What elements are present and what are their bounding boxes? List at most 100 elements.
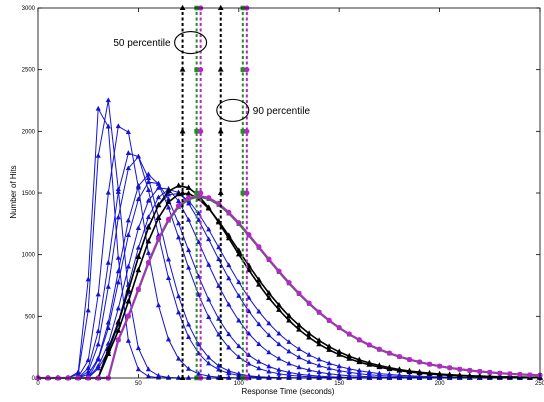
black-series-point xyxy=(316,337,323,343)
magenta-series-point xyxy=(527,372,533,378)
blue-series-point xyxy=(125,129,131,134)
blue-series-point xyxy=(386,371,392,377)
x-tick-label: 200 xyxy=(435,381,446,387)
black-series-point xyxy=(115,319,122,325)
blue-series-point xyxy=(226,367,232,373)
blue-series-point xyxy=(256,373,262,379)
blue-series-point xyxy=(186,321,192,327)
blue-series-point xyxy=(346,372,352,378)
blue-series-point xyxy=(125,263,131,269)
blue-series-point xyxy=(306,372,312,378)
black-series-point xyxy=(456,371,463,378)
blue-series-point xyxy=(186,264,192,270)
x-tick-label: 100 xyxy=(234,381,245,387)
x-tick-label: 150 xyxy=(334,381,345,387)
y-tick-label: 1000 xyxy=(22,253,36,259)
blue-series-point xyxy=(246,330,252,336)
magenta-series-point xyxy=(457,366,463,372)
blue-series-point xyxy=(316,356,322,362)
percentile-marker xyxy=(179,4,186,10)
black-series-point xyxy=(145,224,152,230)
magenta-series-point xyxy=(256,244,262,250)
black-series-point xyxy=(135,266,142,273)
blue-series-point xyxy=(135,153,141,159)
black-series-point xyxy=(115,327,122,333)
blue-series-point xyxy=(186,334,192,339)
blue-series-point xyxy=(226,262,232,268)
blue-series-point xyxy=(286,369,292,375)
x-tick-label: 0 xyxy=(36,381,40,387)
black-series-point xyxy=(296,322,302,328)
blue-series-point xyxy=(125,165,131,171)
percentile-marker xyxy=(217,4,224,10)
black-series-point xyxy=(476,372,483,379)
annotation-label: 50 percentile xyxy=(113,38,171,49)
blue-series-point xyxy=(175,374,182,380)
black-series-point xyxy=(276,301,282,308)
black-series-point xyxy=(366,359,373,365)
black-series-point xyxy=(165,198,172,205)
blue-series-point xyxy=(186,365,192,371)
blue-series-point xyxy=(266,332,272,338)
black-series-point xyxy=(296,326,302,332)
blue-series-point xyxy=(196,341,202,347)
black-series-point xyxy=(155,201,162,208)
blue-series-point xyxy=(95,153,101,158)
blue-series-point xyxy=(276,330,282,336)
blue-series-point xyxy=(296,364,302,370)
percentile-marker xyxy=(240,190,246,196)
blue-series-point xyxy=(155,184,162,190)
percentile-marker xyxy=(179,66,186,72)
magenta-series-point xyxy=(366,342,372,348)
black-series-point xyxy=(396,366,403,372)
blue-series-point xyxy=(256,321,262,327)
blue-series-point xyxy=(336,367,342,373)
blue-series-point xyxy=(155,302,162,308)
blue-series-point xyxy=(165,256,172,262)
blue-series-point xyxy=(85,307,91,313)
blue-series-point xyxy=(306,367,312,372)
blue-series-point xyxy=(105,259,111,265)
black-series-point xyxy=(326,346,333,352)
blue-series-point xyxy=(366,369,372,375)
blue-series-point xyxy=(256,358,262,364)
magenta-series-point xyxy=(437,363,443,369)
magenta-series-point xyxy=(266,256,272,262)
blue-series-point xyxy=(206,314,212,319)
percentile-marker xyxy=(217,189,224,195)
blue-series-point xyxy=(226,344,232,350)
percentile-line-3 xyxy=(198,5,204,381)
blue-series-point xyxy=(266,368,272,374)
magenta-series-point xyxy=(326,317,332,323)
black-series-point xyxy=(436,370,443,377)
blue-series-point xyxy=(135,182,141,188)
black-series-point xyxy=(266,294,272,300)
magenta-series-point xyxy=(346,331,352,337)
magenta-series-point xyxy=(356,337,362,343)
blue-series-point xyxy=(196,370,202,376)
blue-series-point xyxy=(226,301,232,307)
black-series-point xyxy=(326,343,333,349)
black-series-point xyxy=(466,372,473,378)
magenta-series-point xyxy=(226,209,232,215)
blue-series-point xyxy=(316,362,322,368)
blue-series-point xyxy=(165,204,172,210)
black-series-point xyxy=(185,190,192,196)
blue-series-point xyxy=(256,341,262,347)
magenta-series-point xyxy=(426,361,433,367)
percentile-marker xyxy=(244,190,250,196)
blue-series-point xyxy=(145,175,152,180)
blue-series-point xyxy=(115,214,121,220)
blue-series-point xyxy=(95,105,101,111)
blue-series-point xyxy=(286,360,292,366)
blue-series-point xyxy=(346,365,352,371)
blue-series-point xyxy=(105,97,111,103)
blue-series-point xyxy=(346,369,352,375)
black-series-point xyxy=(125,298,132,304)
black-series-point xyxy=(376,362,383,368)
black-series-point xyxy=(446,371,453,377)
magenta-series-point xyxy=(517,371,523,378)
black-series-point xyxy=(496,373,503,379)
